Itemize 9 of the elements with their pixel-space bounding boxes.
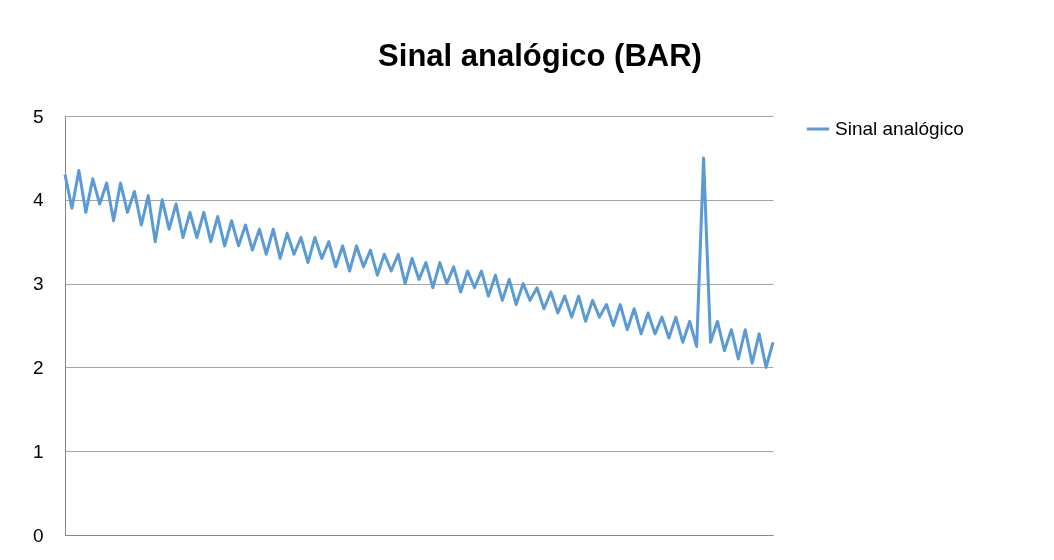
- y-tick-label: 1: [32, 440, 44, 462]
- chart-title: Sinal analógico (BAR): [378, 38, 702, 73]
- line-series: [63, 156, 775, 369]
- legend-label: Sinal analógico: [835, 118, 964, 139]
- y-tick-label: 2: [32, 356, 44, 378]
- y-tick-label: 5: [32, 105, 44, 127]
- y-tick-label: 0: [32, 524, 44, 546]
- y-tick-label: 4: [32, 189, 44, 211]
- y-tick-label: 3: [32, 273, 44, 295]
